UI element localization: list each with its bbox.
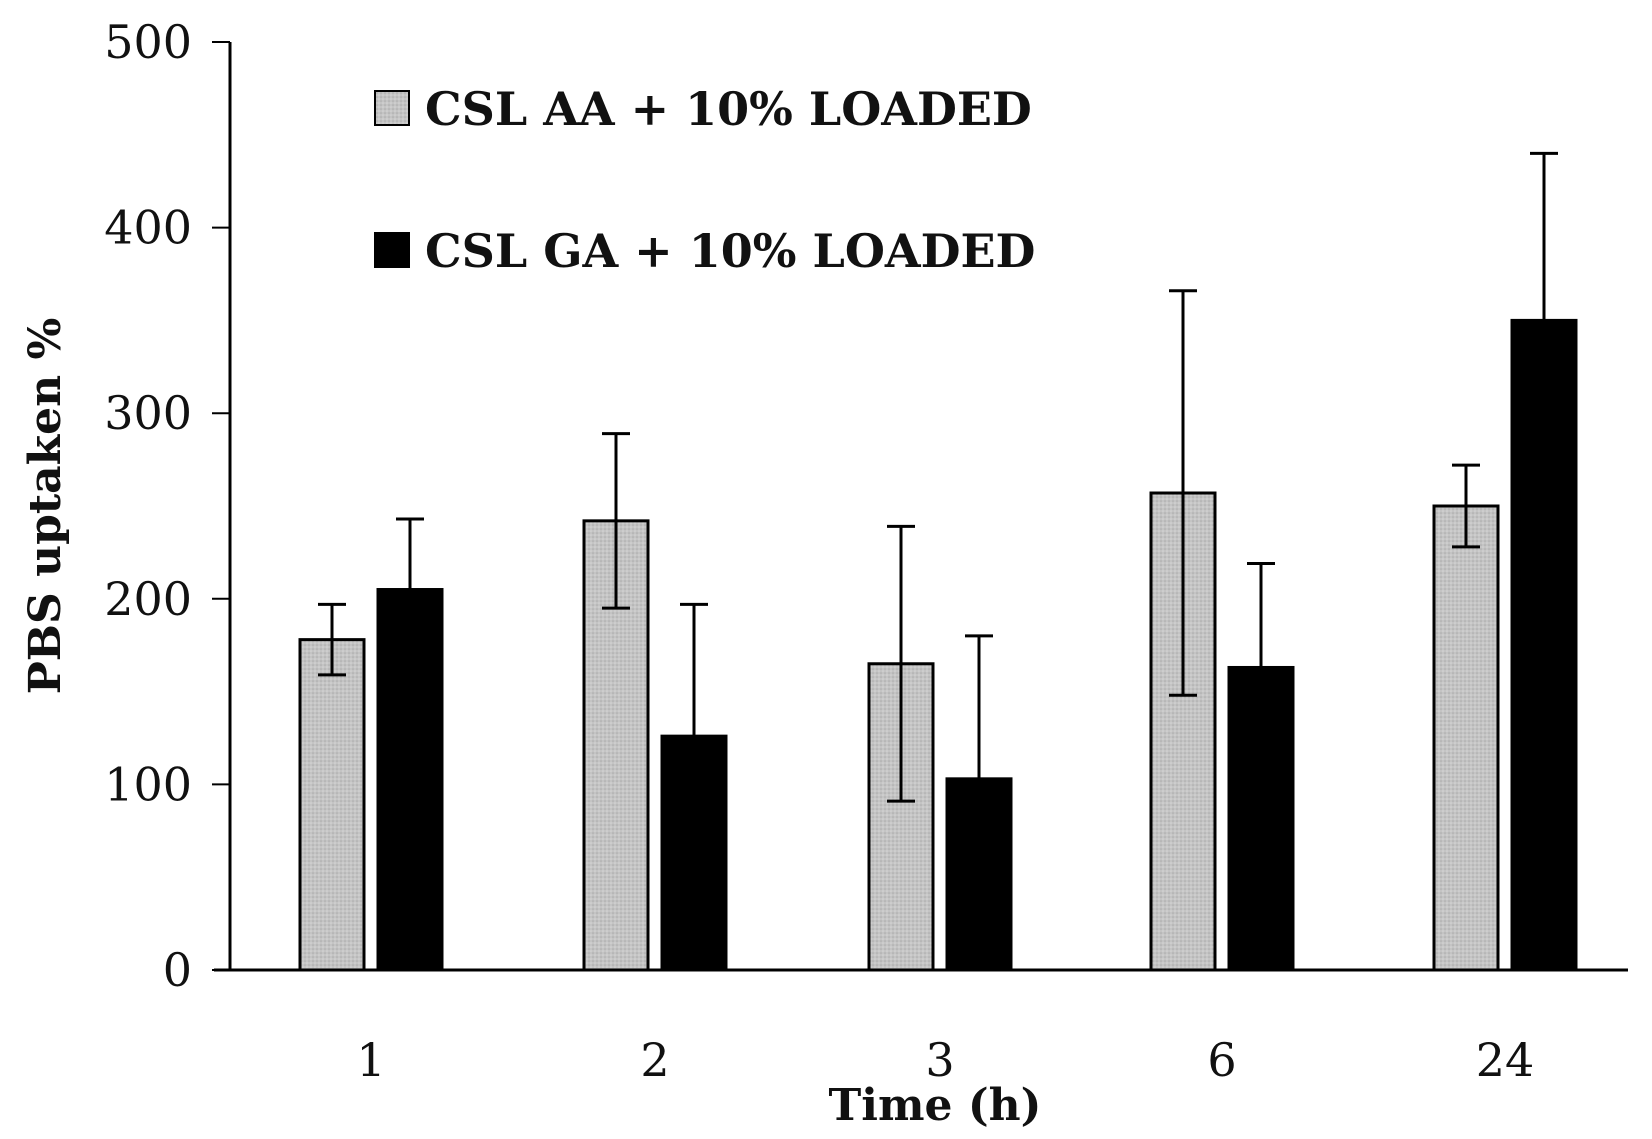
x-tick-label: 1 bbox=[356, 1033, 385, 1087]
y-tick-label: 300 bbox=[104, 386, 192, 440]
bar-csl-aa bbox=[1432, 504, 1500, 972]
bar-csl-ga bbox=[1510, 318, 1578, 972]
x-tick-label: 2 bbox=[640, 1033, 669, 1087]
y-tick-label: 100 bbox=[104, 757, 192, 811]
y-axis-ticks: 0 100 200 300 400 500 bbox=[104, 15, 230, 997]
bar-csl-ga bbox=[945, 777, 1013, 972]
bar-csl-aa bbox=[298, 638, 366, 972]
x-axis-title: Time (h) bbox=[829, 1080, 1042, 1131]
legend-swatch-aa bbox=[374, 90, 410, 126]
x-tick-label: 3 bbox=[925, 1033, 954, 1087]
legend-swatch-ga bbox=[374, 232, 410, 268]
bar-csl-ga bbox=[1227, 665, 1295, 972]
x-tick-label: 24 bbox=[1476, 1033, 1535, 1087]
legend-label-ga: CSL GA + 10% LOADED bbox=[425, 224, 1035, 278]
y-tick-label: 200 bbox=[104, 572, 192, 626]
y-axis-title: PBS uptaken % bbox=[20, 318, 71, 695]
y-tick-label: 500 bbox=[104, 15, 192, 69]
legend-label-aa: CSL AA + 10% LOADED bbox=[425, 82, 1032, 136]
y-tick-label: 400 bbox=[104, 201, 192, 255]
bars-group bbox=[298, 318, 1578, 972]
error-bars-group bbox=[318, 151, 1558, 803]
bar-csl-ga bbox=[660, 734, 728, 972]
bar-csl-ga bbox=[376, 588, 444, 972]
x-tick-label: 6 bbox=[1207, 1033, 1236, 1087]
x-axis-ticks: 1 2 3 6 24 bbox=[356, 1033, 1534, 1087]
legend: CSL AA + 10% LOADED CSL GA + 10% LOADED bbox=[374, 82, 1035, 278]
y-tick-label: 0 bbox=[163, 943, 192, 997]
